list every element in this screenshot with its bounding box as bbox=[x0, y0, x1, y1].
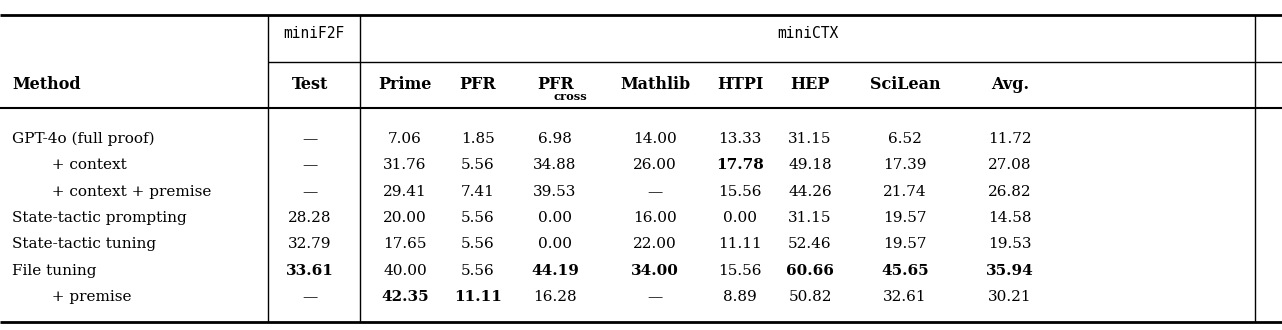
Text: 39.53: 39.53 bbox=[533, 185, 577, 199]
Text: 8.89: 8.89 bbox=[723, 290, 756, 304]
Text: 7.41: 7.41 bbox=[462, 185, 495, 199]
Text: 19.53: 19.53 bbox=[988, 237, 1032, 251]
Text: 17.39: 17.39 bbox=[883, 158, 927, 173]
Text: 40.00: 40.00 bbox=[383, 264, 427, 278]
Text: 15.56: 15.56 bbox=[718, 264, 762, 278]
Text: 6.98: 6.98 bbox=[538, 132, 572, 146]
Text: —: — bbox=[303, 132, 318, 146]
Text: 60.66: 60.66 bbox=[786, 264, 833, 278]
Text: 0.00: 0.00 bbox=[723, 211, 756, 225]
Text: 42.35: 42.35 bbox=[381, 290, 428, 304]
Text: 45.65: 45.65 bbox=[881, 264, 929, 278]
Text: Avg.: Avg. bbox=[991, 77, 1029, 93]
Text: 11.11: 11.11 bbox=[718, 237, 762, 251]
Text: 5.56: 5.56 bbox=[462, 158, 495, 173]
Text: —: — bbox=[647, 185, 663, 199]
Text: 31.76: 31.76 bbox=[383, 158, 427, 173]
Text: 44.26: 44.26 bbox=[788, 185, 832, 199]
Text: 6.52: 6.52 bbox=[888, 132, 922, 146]
Text: PFR: PFR bbox=[460, 77, 496, 93]
Text: Test: Test bbox=[292, 77, 328, 93]
Text: 17.65: 17.65 bbox=[383, 237, 427, 251]
Text: 26.82: 26.82 bbox=[988, 185, 1032, 199]
Text: 49.18: 49.18 bbox=[788, 158, 832, 173]
Text: 34.00: 34.00 bbox=[631, 264, 679, 278]
Text: 30.21: 30.21 bbox=[988, 290, 1032, 304]
Text: 21.74: 21.74 bbox=[883, 185, 927, 199]
Text: 31.15: 31.15 bbox=[788, 211, 832, 225]
Text: 33.61: 33.61 bbox=[286, 264, 333, 278]
Text: SciLean: SciLean bbox=[869, 77, 940, 93]
Text: Method: Method bbox=[12, 77, 81, 93]
Text: 5.56: 5.56 bbox=[462, 211, 495, 225]
Text: 5.56: 5.56 bbox=[462, 264, 495, 278]
Text: 27.08: 27.08 bbox=[988, 158, 1032, 173]
Text: 22.00: 22.00 bbox=[633, 237, 677, 251]
Text: GPT-4o (full proof): GPT-4o (full proof) bbox=[12, 132, 155, 146]
Text: 29.41: 29.41 bbox=[383, 185, 427, 199]
Text: + context: + context bbox=[42, 158, 127, 173]
Text: 15.56: 15.56 bbox=[718, 185, 762, 199]
Text: 11.11: 11.11 bbox=[454, 290, 503, 304]
Text: Mathlib: Mathlib bbox=[620, 77, 690, 93]
Text: HEP: HEP bbox=[790, 77, 829, 93]
Text: 32.79: 32.79 bbox=[288, 237, 332, 251]
Text: 13.33: 13.33 bbox=[718, 132, 762, 146]
Text: 0.00: 0.00 bbox=[538, 211, 572, 225]
Text: 0.00: 0.00 bbox=[538, 237, 572, 251]
Text: State-tactic prompting: State-tactic prompting bbox=[12, 211, 187, 225]
Text: PFR: PFR bbox=[537, 77, 573, 93]
Text: 19.57: 19.57 bbox=[883, 237, 927, 251]
Text: 1.85: 1.85 bbox=[462, 132, 495, 146]
Text: + premise: + premise bbox=[42, 290, 132, 304]
Text: miniCTX: miniCTX bbox=[777, 26, 838, 41]
Text: 19.57: 19.57 bbox=[883, 211, 927, 225]
Text: 52.46: 52.46 bbox=[788, 237, 832, 251]
Text: File tuning: File tuning bbox=[12, 264, 96, 278]
Text: 28.28: 28.28 bbox=[288, 211, 332, 225]
Text: Prime: Prime bbox=[378, 77, 432, 93]
Text: 50.82: 50.82 bbox=[788, 290, 832, 304]
Text: 14.58: 14.58 bbox=[988, 211, 1032, 225]
Text: HTPI: HTPI bbox=[717, 77, 763, 93]
Text: 17.78: 17.78 bbox=[717, 158, 764, 173]
Text: 31.15: 31.15 bbox=[788, 132, 832, 146]
Text: + context + premise: + context + premise bbox=[42, 185, 212, 199]
Text: 34.88: 34.88 bbox=[533, 158, 577, 173]
Text: —: — bbox=[303, 158, 318, 173]
Text: 32.61: 32.61 bbox=[883, 290, 927, 304]
Text: 5.56: 5.56 bbox=[462, 237, 495, 251]
Text: —: — bbox=[303, 185, 318, 199]
Text: 20.00: 20.00 bbox=[383, 211, 427, 225]
Text: —: — bbox=[647, 290, 663, 304]
Text: 16.28: 16.28 bbox=[533, 290, 577, 304]
Text: 26.00: 26.00 bbox=[633, 158, 677, 173]
Text: 44.19: 44.19 bbox=[531, 264, 579, 278]
Text: 14.00: 14.00 bbox=[633, 132, 677, 146]
Text: —: — bbox=[303, 290, 318, 304]
Text: cross: cross bbox=[553, 91, 587, 103]
Text: miniF2F: miniF2F bbox=[283, 26, 345, 41]
Text: 35.94: 35.94 bbox=[986, 264, 1033, 278]
Text: 7.06: 7.06 bbox=[388, 132, 422, 146]
Text: State-tactic tuning: State-tactic tuning bbox=[12, 237, 156, 251]
Text: 16.00: 16.00 bbox=[633, 211, 677, 225]
Text: 11.72: 11.72 bbox=[988, 132, 1032, 146]
